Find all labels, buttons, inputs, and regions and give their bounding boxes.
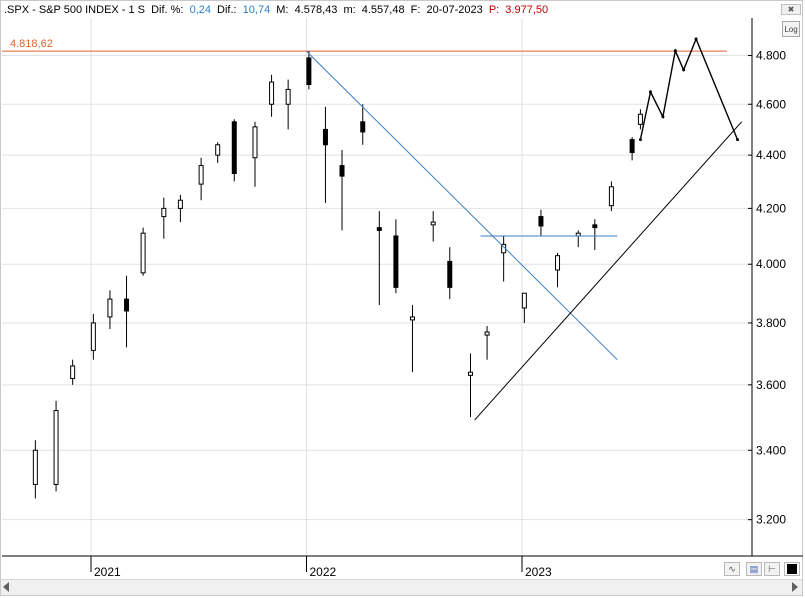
color-swatch-button[interactable]	[784, 562, 800, 576]
projection-point	[648, 90, 652, 94]
close-window-button[interactable]: ✖	[781, 4, 801, 15]
diff-value: 10,74	[242, 4, 271, 16]
projection-point	[661, 115, 665, 119]
candle-body	[269, 81, 275, 105]
save-button[interactable]: ▤	[746, 562, 762, 576]
diff-label: Dif.:	[217, 4, 237, 16]
y-tick-label: 3.400	[756, 443, 786, 457]
min-value: 4.557,48	[361, 4, 405, 16]
candle-body	[538, 216, 544, 227]
projection-path	[639, 37, 739, 140]
candle-body	[376, 227, 382, 231]
log-scale-button[interactable]: Log	[782, 21, 800, 37]
symbol-label: .SPX - S&P 500 INDEX - 1 S	[4, 4, 146, 16]
projection-point	[694, 37, 698, 41]
header-info-bar: .SPX - S&P 500 INDEX - 1 S Dif. %: 0,24 …	[4, 3, 551, 17]
close-icon: ✖	[787, 5, 795, 14]
candle-body	[322, 128, 328, 146]
y-tick-label: 4.600	[756, 97, 786, 111]
y-tick-label: 4.200	[756, 201, 786, 215]
candle-body	[107, 298, 113, 318]
candle-body	[637, 113, 643, 125]
save-icon: ▤	[749, 564, 759, 574]
candle-body	[608, 186, 614, 207]
y-tick-label: 3.200	[756, 513, 786, 527]
diff-pct-label: Dif. %:	[151, 4, 184, 16]
price-label: P:	[488, 4, 500, 16]
max-value: 4.578,43	[294, 4, 338, 16]
candle-body	[252, 126, 258, 159]
candle-body	[198, 165, 204, 185]
candle-body	[393, 235, 399, 288]
candle-body	[53, 410, 59, 485]
trendline-downtrend	[306, 50, 618, 361]
projection-point	[638, 138, 642, 142]
y-tick-label: 4.800	[756, 49, 786, 63]
candle-body	[32, 449, 38, 485]
candle-body	[231, 121, 237, 174]
y-tick-label: 4.000	[756, 257, 786, 271]
scroll-right-icon[interactable]	[792, 582, 798, 592]
candle-body	[124, 298, 130, 312]
candle-body	[339, 165, 345, 177]
trendline-support	[474, 121, 743, 421]
max-label: M:	[276, 4, 289, 16]
wave-icon: ∿	[728, 564, 736, 574]
x-tick-label: 2022	[310, 565, 337, 579]
wave-tool-button[interactable]: ∿	[724, 562, 740, 576]
candle-body	[467, 371, 473, 376]
x-tick-label: 2023	[525, 565, 552, 579]
candle-body	[177, 199, 183, 209]
projection-point	[682, 68, 686, 72]
candle-body	[140, 232, 146, 274]
y-tick-label: 3.600	[756, 378, 786, 392]
candle-body	[447, 260, 453, 288]
y-tick-label: 4.400	[756, 148, 786, 162]
diff-pct-value: 0,24	[189, 4, 211, 16]
x-tick-label: 2021	[94, 565, 121, 579]
horizontal-scrollbar[interactable]	[1, 579, 802, 595]
candle-body	[70, 365, 76, 379]
candle-body	[306, 57, 312, 86]
projection-point	[673, 49, 677, 53]
resistance-label: 4.818,62	[10, 38, 53, 50]
candle-body	[90, 322, 96, 351]
pin-icon: ⊢	[768, 564, 776, 574]
candle-body	[360, 121, 366, 133]
candle-body	[215, 144, 221, 156]
candle-body	[521, 292, 527, 309]
candle-body	[430, 221, 436, 226]
pin-button[interactable]: ⊢	[764, 562, 780, 576]
min-label: m:	[343, 4, 356, 16]
candle-body	[409, 316, 415, 321]
scroll-left-icon[interactable]	[3, 582, 9, 592]
black-square-icon	[787, 564, 797, 574]
candle-body	[555, 255, 561, 271]
candle-body	[592, 224, 598, 229]
date-value: 20-07-2023	[426, 4, 483, 16]
candle-body	[484, 331, 490, 336]
candle-body	[161, 207, 167, 218]
y-tick-label: 3.800	[756, 316, 786, 330]
candle-body	[629, 139, 635, 154]
candle-body	[285, 88, 291, 105]
date-label: F:	[410, 4, 421, 16]
price-value: 3.977,50	[505, 4, 549, 16]
projection-point	[736, 138, 739, 142]
